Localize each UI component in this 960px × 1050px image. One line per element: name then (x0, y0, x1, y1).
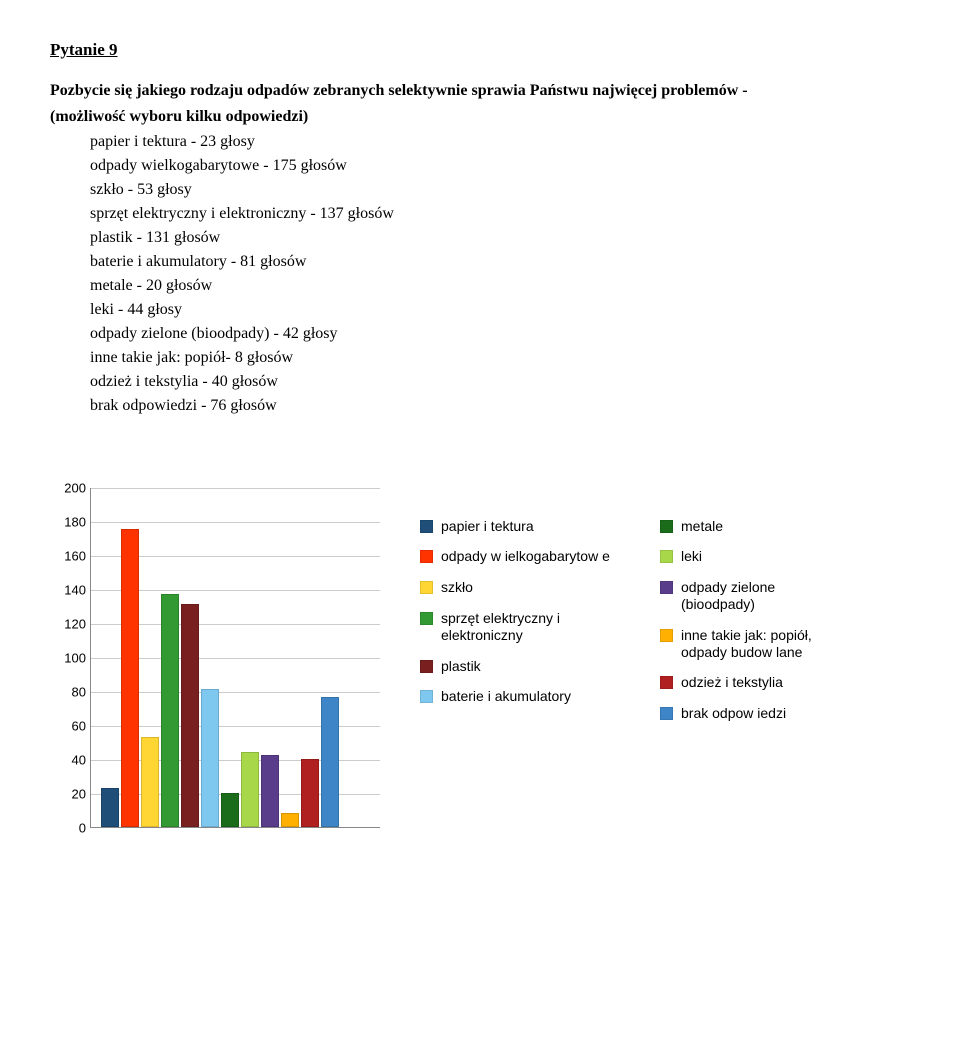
chart-bar (161, 594, 179, 827)
option-item: papier i tektura - 23 głosy (90, 130, 910, 154)
y-tick-label: 80 (50, 684, 86, 699)
legend-item: baterie i akumulatory (420, 688, 610, 705)
option-item: brak odpowiedzi - 76 głosów (90, 394, 910, 418)
legend-swatch (660, 550, 673, 563)
option-item: szkło - 53 głosy (90, 178, 910, 202)
legend-column-left: papier i tektura odpady w ielkogabarytow … (420, 518, 610, 722)
question-subtitle: (możliwość wyboru kilku odpowiedzi) (50, 108, 910, 126)
chart-legend: papier i tektura odpady w ielkogabarytow … (420, 518, 850, 722)
legend-label: inne takie jak: popiół, odpady budow lan… (681, 627, 850, 661)
bar-chart: 020406080100120140160180200 (50, 488, 380, 828)
legend-swatch (420, 612, 433, 625)
y-tick-label: 40 (50, 752, 86, 767)
y-tick-label: 180 (50, 514, 86, 529)
chart-region: 020406080100120140160180200 papier i tek… (50, 488, 910, 828)
option-item: odpady wielkogabarytowe - 175 głosów (90, 154, 910, 178)
legend-item: szkło (420, 579, 610, 596)
legend-item: brak odpow iedzi (660, 705, 850, 722)
y-tick-label: 120 (50, 616, 86, 631)
legend-item: odpady zielone (bioodpady) (660, 579, 850, 613)
option-item: leki - 44 głosy (90, 298, 910, 322)
options-list: papier i tektura - 23 głosyodpady wielko… (90, 130, 910, 418)
legend-swatch (660, 520, 673, 533)
y-tick-label: 100 (50, 650, 86, 665)
chart-bar (141, 737, 159, 827)
y-tick-label: 140 (50, 582, 86, 597)
legend-label: papier i tektura (441, 518, 534, 535)
chart-bar (101, 788, 119, 827)
chart-bar (281, 813, 299, 827)
option-item: odpady zielone (bioodpady) - 42 głosy (90, 322, 910, 346)
legend-label: odpady w ielkogabarytow e (441, 548, 610, 565)
option-item: odzież i tekstylia - 40 głosów (90, 370, 910, 394)
legend-item: odzież i tekstylia (660, 674, 850, 691)
option-item: sprzęt elektryczny i elektroniczny - 137… (90, 202, 910, 226)
legend-swatch (420, 660, 433, 673)
page-title: Pytanie 9 (50, 40, 910, 60)
question-text: Pozbycie się jakiego rodzaju odpadów zeb… (50, 80, 910, 102)
y-tick-label: 200 (50, 480, 86, 495)
legend-item: inne takie jak: popiół, odpady budow lan… (660, 627, 850, 661)
plot-area (90, 488, 380, 828)
legend-swatch (420, 520, 433, 533)
legend-label: odzież i tekstylia (681, 674, 783, 691)
chart-bar (221, 793, 239, 827)
legend-item: odpady w ielkogabarytow e (420, 548, 610, 565)
y-tick-label: 60 (50, 718, 86, 733)
y-tick-label: 160 (50, 548, 86, 563)
legend-swatch (420, 690, 433, 703)
legend-label: plastik (441, 658, 481, 675)
legend-label: odpady zielone (bioodpady) (681, 579, 850, 613)
legend-label: szkło (441, 579, 473, 596)
chart-bar (301, 759, 319, 827)
legend-item: metale (660, 518, 850, 535)
legend-column-right: metale leki odpady zielone (bioodpady) inne… (660, 518, 850, 722)
chart-bar (201, 689, 219, 827)
chart-bar (241, 752, 259, 827)
option-item: baterie i akumulatory - 81 głosów (90, 250, 910, 274)
legend-swatch (420, 550, 433, 563)
option-item: plastik - 131 głosów (90, 226, 910, 250)
legend-swatch (420, 581, 433, 594)
legend-swatch (660, 676, 673, 689)
legend-item: plastik (420, 658, 610, 675)
legend-item: leki (660, 548, 850, 565)
legend-item: papier i tektura (420, 518, 610, 535)
y-tick-label: 0 (50, 820, 86, 835)
chart-bar (261, 755, 279, 826)
legend-swatch (660, 707, 673, 720)
legend-swatch (660, 629, 673, 642)
legend-item: sprzęt elektryczny i elektroniczny (420, 610, 610, 644)
legend-label: sprzęt elektryczny i elektroniczny (441, 610, 610, 644)
option-item: inne takie jak: popiół- 8 głosów (90, 346, 910, 370)
y-tick-label: 20 (50, 786, 86, 801)
chart-bar (121, 529, 139, 827)
legend-label: baterie i akumulatory (441, 688, 571, 705)
chart-bar (321, 697, 339, 826)
chart-bar (181, 604, 199, 827)
bars-container (101, 488, 370, 827)
legend-swatch (660, 581, 673, 594)
legend-label: metale (681, 518, 723, 535)
legend-label: brak odpow iedzi (681, 705, 786, 722)
legend-label: leki (681, 548, 702, 565)
option-item: metale - 20 głosów (90, 274, 910, 298)
